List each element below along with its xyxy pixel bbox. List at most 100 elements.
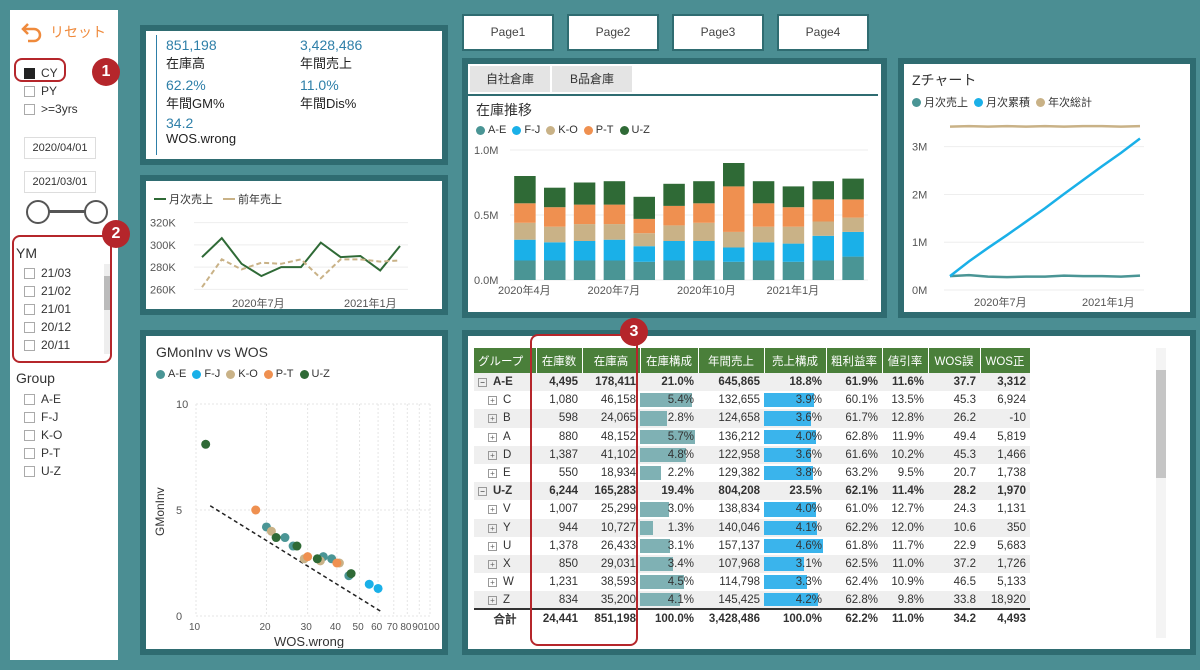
bar-U-Z-2020-07 xyxy=(603,181,626,205)
scatter-point-F-J xyxy=(364,579,374,589)
checkbox-icon[interactable] xyxy=(24,321,35,333)
checkbox-icon[interactable] xyxy=(24,85,35,97)
group-label: P-T xyxy=(41,446,61,460)
inv-share-cell: 4.5% xyxy=(640,573,698,591)
scatter-point-F-J xyxy=(373,583,383,593)
collapse-icon[interactable]: − xyxy=(478,487,487,497)
period-item[interactable]: PY xyxy=(10,82,118,100)
expand-icon[interactable]: + xyxy=(488,396,497,406)
sales-share-cell: 3.6% xyxy=(764,445,826,464)
group-item[interactable]: P-T xyxy=(10,444,110,462)
checkbox-icon[interactable] xyxy=(24,429,35,441)
checkbox-icon[interactable] xyxy=(24,447,35,459)
start-date-input[interactable]: 2020/04/01 xyxy=(24,137,96,159)
column-header[interactable]: 在庫数 xyxy=(536,348,583,373)
group-item[interactable]: K-O xyxy=(10,426,110,444)
z-chart: 3M 2M 1M 0M 2020年7月 2021年1月 xyxy=(912,124,1144,309)
page-button-2[interactable]: Page2 xyxy=(567,14,659,51)
column-header[interactable]: WOS正 xyxy=(980,348,1031,373)
expand-icon[interactable]: + xyxy=(488,414,497,424)
expand-icon[interactable]: + xyxy=(488,541,497,551)
group-item[interactable]: U-Z xyxy=(10,462,110,480)
table-cell: 46.5 xyxy=(953,576,976,589)
checkbox-icon[interactable] xyxy=(24,465,35,477)
page-button-1[interactable]: Page1 xyxy=(462,14,554,51)
scatter-legend: A-E F-J K-O P-T U-Z xyxy=(156,368,330,380)
table-cell: 62.4% xyxy=(845,576,878,589)
page-button-3[interactable]: Page3 xyxy=(672,14,764,51)
inv-share-cell: 4.8% xyxy=(640,445,698,464)
bar-A-E-2020-07 xyxy=(603,260,626,280)
expand-icon[interactable]: + xyxy=(488,505,497,515)
sales-share-bar xyxy=(764,411,811,426)
x-tick-label: 10 xyxy=(189,622,201,633)
date-slider-end-handle[interactable] xyxy=(84,200,108,224)
date-slider-start-handle[interactable] xyxy=(26,200,50,224)
column-header[interactable]: 粗利益率 xyxy=(826,348,883,373)
table-cell: 62.2% xyxy=(826,518,882,537)
period-item[interactable]: CY xyxy=(10,64,118,82)
period-slicer: CY PY >=3yrs xyxy=(10,64,118,118)
legend-dot-icon xyxy=(974,97,983,107)
page-button-4[interactable]: Page4 xyxy=(777,14,869,51)
group-item[interactable]: F-J xyxy=(10,408,110,426)
badge-3: 3 xyxy=(620,318,648,346)
column-header[interactable]: 年間売上 xyxy=(698,348,765,373)
expand-icon[interactable]: + xyxy=(488,450,497,460)
column-header[interactable]: 在庫構成 xyxy=(640,348,699,373)
ym-item[interactable]: 20/12 xyxy=(14,318,104,336)
x-tick-label: 2020年7月 xyxy=(588,283,641,297)
group-item[interactable]: A-E xyxy=(10,390,110,408)
checkbox-icon[interactable] xyxy=(24,285,35,297)
expand-icon[interactable]: + xyxy=(488,523,497,533)
expand-icon[interactable]: + xyxy=(488,469,497,479)
ym-scrollbar[interactable] xyxy=(104,264,110,354)
table-cell: 61.8% xyxy=(845,539,878,552)
period-label: >=3yrs xyxy=(41,102,78,116)
sales-share-bar xyxy=(764,447,811,462)
collapse-icon[interactable]: − xyxy=(478,378,487,388)
table-cell: 46,158 xyxy=(600,394,636,407)
reset-button[interactable]: リセット xyxy=(20,20,106,44)
ym-item[interactable]: 21/01 xyxy=(14,300,104,318)
table-cell: 880 xyxy=(558,430,578,443)
tab-b-warehouse[interactable]: B品倉庫 xyxy=(552,66,632,92)
column-header[interactable]: 売上構成 xyxy=(764,348,827,373)
legend-item: 年次総計 xyxy=(1036,94,1092,110)
table-cell: 12.8% xyxy=(882,409,928,428)
group-label: U-Z xyxy=(41,464,61,478)
checkbox-icon[interactable] xyxy=(24,339,35,351)
bar-A-E-2020-04 xyxy=(514,260,536,280)
expand-icon[interactable]: + xyxy=(488,432,497,442)
y-tick-label: 5 xyxy=(176,505,182,517)
tab-own-warehouse[interactable]: 自社倉庫 xyxy=(470,66,550,92)
period-item[interactable]: >=3yrs xyxy=(10,100,118,118)
column-header[interactable]: 値引率 xyxy=(882,348,929,373)
checkbox-icon[interactable] xyxy=(24,393,35,405)
expand-icon[interactable]: + xyxy=(488,559,497,569)
total-cell: 4,493 xyxy=(980,609,1030,628)
legend-item: F-J xyxy=(512,124,540,136)
checkbox-icon[interactable] xyxy=(24,67,35,79)
ym-item[interactable]: 20/11 xyxy=(14,336,104,354)
table-cell: 61.7% xyxy=(826,409,882,428)
end-date-input[interactable]: 2021/03/01 xyxy=(24,171,96,193)
expand-icon[interactable]: + xyxy=(488,595,497,605)
ym-item[interactable]: 21/03 xyxy=(14,264,104,282)
column-header[interactable]: WOS誤 xyxy=(928,348,981,373)
checkbox-icon[interactable] xyxy=(24,103,35,115)
column-header[interactable]: グループ xyxy=(474,348,537,373)
column-header[interactable]: 在庫高 xyxy=(582,348,641,373)
checkbox-icon[interactable] xyxy=(24,303,35,315)
legend-dot-icon xyxy=(619,125,629,135)
expand-icon[interactable]: + xyxy=(488,578,497,588)
y-tick-label: 300K xyxy=(150,240,176,252)
total-cell: 11.0% xyxy=(882,609,928,628)
table-row: + W 1,231 38,593 4.5% 114,798 3.3% 62.4% 10.9% 46… xyxy=(474,573,1030,591)
checkbox-icon[interactable] xyxy=(24,411,35,423)
table-scrollbar[interactable] xyxy=(1156,348,1166,638)
checkbox-icon[interactable] xyxy=(24,267,35,279)
table-cell: 850 xyxy=(536,554,582,574)
inv-share-cell: 5.4% xyxy=(640,391,698,409)
ym-item[interactable]: 21/02 xyxy=(14,282,104,300)
